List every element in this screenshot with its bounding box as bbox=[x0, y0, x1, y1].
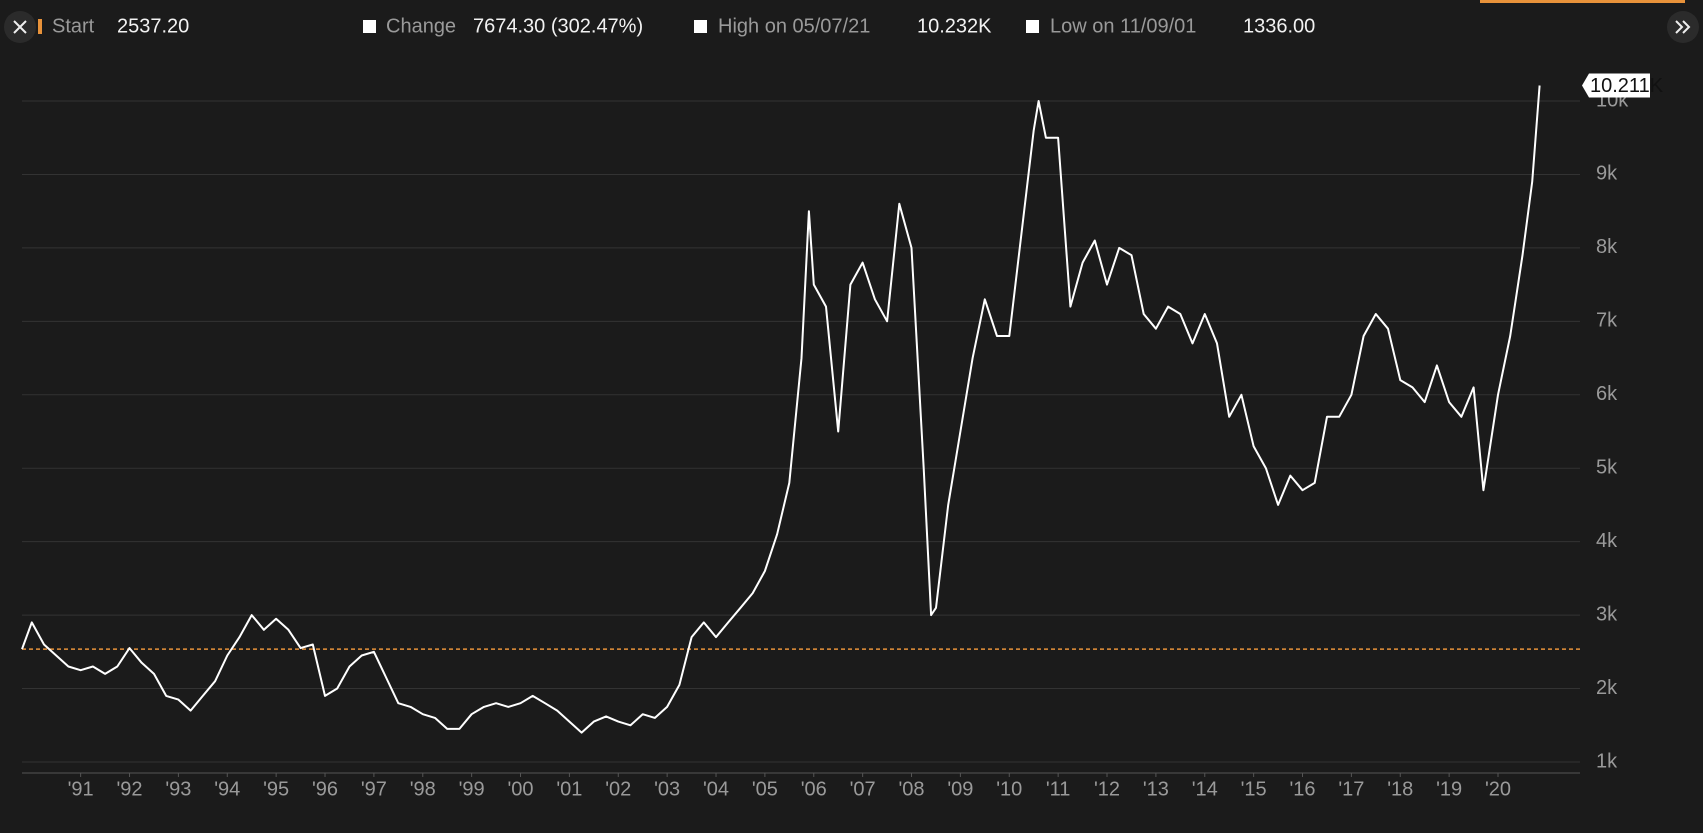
x-tick-label: '17 bbox=[1338, 778, 1364, 800]
x-tick-label: '04 bbox=[703, 778, 729, 800]
expand-icon[interactable] bbox=[1675, 20, 1691, 34]
y-tick-label: 7k bbox=[1596, 310, 1618, 332]
y-tick-label: 4k bbox=[1596, 530, 1618, 552]
start-value: 2537.20 bbox=[117, 15, 189, 37]
start-swatch bbox=[38, 19, 42, 34]
y-tick-label: 3k bbox=[1596, 603, 1618, 625]
last-price-box bbox=[1582, 73, 1650, 98]
x-tick-label: '14 bbox=[1192, 778, 1218, 800]
tab-indicator bbox=[1480, 0, 1685, 3]
x-tick-label: '12 bbox=[1094, 778, 1120, 800]
x-tick-label: '93 bbox=[165, 778, 191, 800]
x-tick-label: '18 bbox=[1387, 778, 1413, 800]
x-tick-label: '07 bbox=[850, 778, 876, 800]
x-tick-label: '06 bbox=[801, 778, 827, 800]
x-tick-label: '11 bbox=[1046, 778, 1071, 800]
high-label: High on 05/07/21 bbox=[718, 15, 870, 37]
x-tick-label: '03 bbox=[654, 778, 680, 800]
x-tick-label: '19 bbox=[1436, 778, 1462, 800]
x-tick-label: '99 bbox=[459, 778, 485, 800]
x-tick-label: '15 bbox=[1241, 778, 1267, 800]
y-tick-label: 6k bbox=[1596, 383, 1618, 405]
x-tick-label: '10 bbox=[996, 778, 1022, 800]
x-tick-label: '97 bbox=[361, 778, 387, 800]
x-tick-label: '92 bbox=[116, 778, 142, 800]
x-tick-label: '16 bbox=[1289, 778, 1315, 800]
y-tick-label: 1k bbox=[1596, 750, 1618, 772]
y-tick-label: 5k bbox=[1596, 456, 1618, 478]
high-value: 10.232K bbox=[917, 15, 992, 37]
close-button[interactable] bbox=[4, 11, 36, 43]
high-swatch bbox=[694, 20, 707, 33]
x-tick-label: '95 bbox=[263, 778, 289, 800]
low-label: Low on 11/09/01 bbox=[1050, 15, 1196, 37]
x-tick-label: '01 bbox=[556, 778, 582, 800]
low-value: 1336.00 bbox=[1243, 15, 1315, 37]
x-tick-label: '08 bbox=[898, 778, 924, 800]
x-tick-label: '02 bbox=[605, 778, 631, 800]
change-label: Change bbox=[386, 15, 456, 37]
start-label: Start bbox=[52, 15, 95, 37]
x-tick-label: '94 bbox=[214, 778, 240, 800]
change-swatch bbox=[363, 20, 376, 33]
close-icon[interactable] bbox=[13, 20, 27, 34]
x-tick-label: '20 bbox=[1485, 778, 1511, 800]
x-tick-label: '91 bbox=[68, 778, 94, 800]
price-line bbox=[21, 85, 1541, 734]
last-price-label: 10.211K bbox=[1590, 75, 1664, 97]
x-tick-label: '96 bbox=[312, 778, 338, 800]
x-tick-label: '98 bbox=[410, 778, 436, 800]
x-tick-label: '09 bbox=[947, 778, 973, 800]
x-tick-label: '13 bbox=[1143, 778, 1169, 800]
x-tick-label: '00 bbox=[507, 778, 533, 800]
x-tick-label: '05 bbox=[752, 778, 778, 800]
change-value: 7674.30 (302.47%) bbox=[473, 15, 643, 37]
y-tick-label: 8k bbox=[1596, 236, 1618, 258]
y-tick-label: 2k bbox=[1596, 677, 1618, 699]
y-tick-label: 9k bbox=[1596, 163, 1618, 185]
expand-button[interactable] bbox=[1667, 11, 1699, 43]
low-swatch bbox=[1026, 20, 1039, 33]
